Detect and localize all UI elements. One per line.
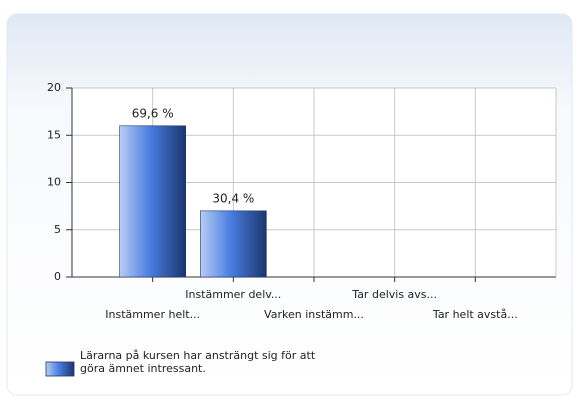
y-tick-label: 0 (54, 270, 61, 283)
bar-label: 69,6 % (132, 106, 174, 120)
y-tick-label: 10 (47, 176, 61, 189)
x-tick-label: Instämmer helt... (105, 308, 200, 321)
x-tick-label: Tar delvis avs... (351, 288, 437, 301)
legend-swatch (45, 361, 75, 377)
y-tick-label: 5 (54, 223, 61, 236)
y-tick-label: 15 (47, 128, 61, 141)
bar (200, 210, 267, 278)
y-tick-label: 20 (47, 81, 61, 94)
x-tick-label: Instämmer delv... (185, 288, 281, 301)
bar-label: 30,4 % (212, 191, 254, 205)
x-tick-label: Tar helt avstå... (432, 308, 518, 321)
x-tick-label: Varken instämm... (264, 308, 364, 321)
bar (119, 125, 186, 278)
legend-label: Lärarna på kursen har ansträngt sig för … (80, 349, 316, 375)
